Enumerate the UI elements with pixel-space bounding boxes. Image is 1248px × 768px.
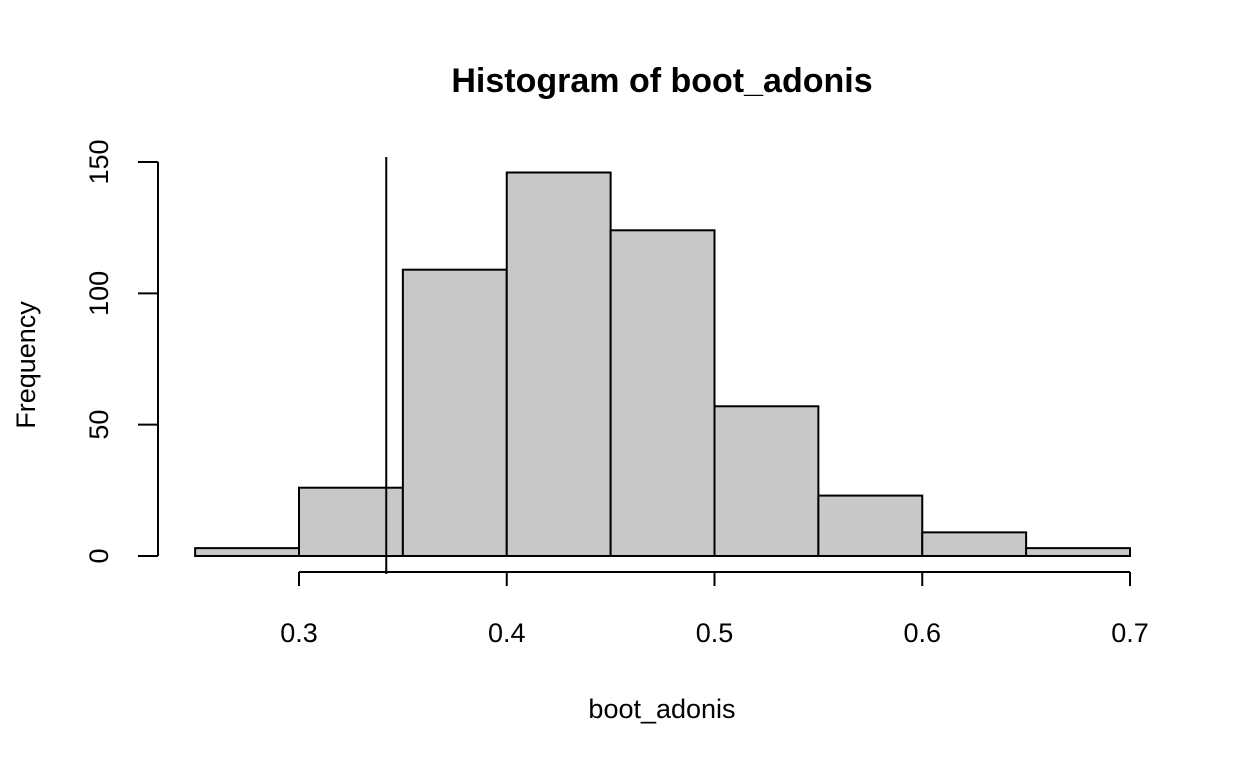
histogram-bar-7: [817, 494, 924, 558]
x-tick-label: 0.7: [1111, 618, 1149, 648]
y-axis: 0 50 100 150: [84, 139, 159, 564]
y-tick-label: 50: [84, 410, 114, 440]
x-tick-label: 0.5: [696, 618, 734, 648]
chart-title: Histogram of boot_adonis: [451, 62, 872, 100]
bars-group: [194, 171, 1131, 558]
y-tick-label: 100: [84, 271, 114, 316]
x-axis-label: boot_adonis: [588, 694, 735, 724]
x-tick-label: 0.6: [903, 618, 941, 648]
histogram-bar-6: [713, 405, 820, 557]
histogram-bar-4: [505, 171, 612, 558]
x-axis: 0.3 0.4 0.5 0.6 0.7: [280, 571, 1149, 648]
histogram-bar-2: [298, 486, 404, 557]
x-tick-label: 0.3: [280, 618, 318, 648]
histogram-bar-8: [921, 531, 1028, 557]
y-axis-label: Frequency: [11, 301, 41, 429]
histogram-bar-9: [1025, 547, 1131, 557]
y-tick-label: 150: [84, 139, 114, 184]
x-tick-label: 0.4: [488, 618, 526, 648]
histogram-bar-1: [194, 547, 300, 557]
histogram-bar-5: [609, 229, 716, 557]
histogram-bar-3: [401, 268, 508, 557]
y-tick-label: 0: [84, 548, 114, 563]
